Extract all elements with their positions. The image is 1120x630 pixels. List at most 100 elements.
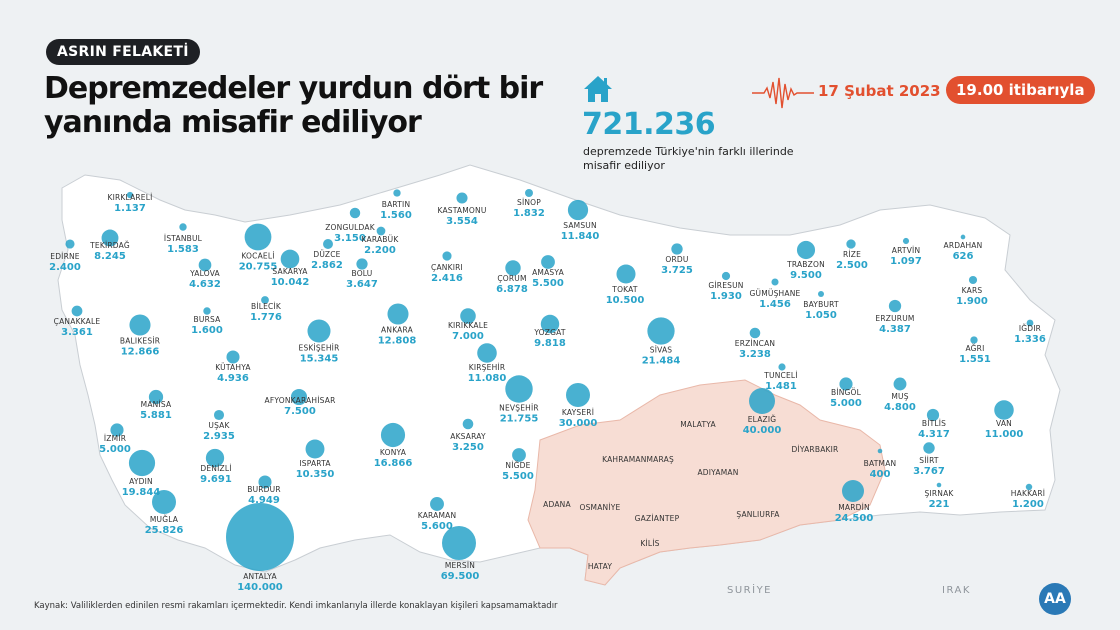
city-name-label: EDİRNE (50, 252, 80, 261)
city-name-label: KOCAELİ (241, 251, 274, 260)
city-value-label: 3.725 (661, 265, 693, 276)
city-value-label: 3.361 (61, 327, 93, 338)
city-name-label: AYDIN (129, 477, 153, 486)
affected-province-label: KİLİS (640, 539, 659, 548)
city-value-label: 140.000 (237, 582, 283, 593)
city-name-label: BOLU (351, 269, 372, 278)
city-value-label: 6.878 (496, 284, 528, 295)
city-value-label: 1.481 (765, 381, 797, 392)
city-dot (101, 229, 119, 247)
city-name-label: TUNCELİ (763, 371, 797, 380)
city-name-label: KÜTAHYA (215, 363, 251, 372)
source-note: Kaynak: Valiliklerden edinilen resmi rak… (34, 601, 558, 611)
city-dot (525, 189, 533, 197)
city-name-label: ANTALYA (243, 572, 277, 581)
headline: Depremzedeler yurdun dört bir yanında mi… (44, 71, 543, 140)
city-name-label: BURSA (194, 315, 222, 324)
city-value-label: 5.000 (99, 444, 131, 455)
city-name-label: BURDUR (247, 485, 281, 494)
city-value-label: 16.866 (374, 458, 413, 469)
city-dot (778, 363, 786, 371)
city-dot (1026, 319, 1034, 327)
city-name-label: ERZURUM (875, 314, 914, 323)
city-name-label: KIRKLARELİ (107, 193, 152, 202)
city-name-label: KASTAMONU (437, 206, 486, 215)
city-value-label: 3.238 (739, 349, 771, 360)
city-name-label: ELAZIĞ (748, 415, 777, 424)
city-dot (902, 237, 910, 245)
city-value-label: 2.862 (311, 260, 343, 271)
city-dot (442, 526, 476, 560)
house-icon (584, 76, 612, 102)
city-dot (817, 290, 825, 298)
city-dot (970, 336, 978, 344)
city-name-label: KARAMAN (418, 511, 457, 520)
city-value-label: 9.691 (200, 474, 232, 485)
aa-logo (1039, 583, 1071, 615)
city-name-label: ZONGULDAK (325, 223, 376, 232)
city-name-label: ÇANAKKALE (54, 317, 101, 326)
city-name-label: ŞIRNAK (924, 489, 954, 498)
city-dot (505, 260, 521, 276)
city-dot (877, 448, 883, 454)
city-dot (968, 275, 978, 285)
city-dot (387, 303, 409, 325)
city-value-label: 8.245 (94, 251, 126, 262)
city-dot (960, 234, 966, 240)
city-value-label: 19.844 (122, 487, 161, 498)
city-name-label: BİNGÖL (831, 388, 862, 397)
city-value-label: 5.500 (502, 471, 534, 482)
city-value-label: 5.500 (532, 278, 564, 289)
city-value-label: 9.818 (534, 338, 566, 349)
city-name-label: GİRESUN (708, 281, 743, 290)
city-name-label: İSTANBUL (164, 234, 203, 243)
city-name-label: TRABZON (786, 260, 825, 269)
city-value-label: 4.949 (248, 495, 280, 506)
city-value-label: 11.840 (561, 231, 600, 242)
city-name-label: KIRIKKALE (448, 321, 488, 330)
city-value-label: 1.200 (1012, 499, 1044, 510)
city-value-label: 2.400 (49, 262, 81, 273)
city-name-label: ARDAHAN (944, 241, 983, 250)
city-dot (923, 442, 935, 454)
affected-province-label: KAHRAMANMARAŞ (602, 455, 674, 464)
city-dot (477, 343, 497, 363)
report-time-badge: 19.00 itibarıyla (946, 76, 1095, 104)
city-value-label: 5.881 (140, 410, 172, 421)
city-name-label: AMASYA (532, 268, 564, 277)
city-value-label: 10.042 (271, 277, 310, 288)
city-name-label: BİTLİS (922, 419, 946, 428)
city-value-label: 69.500 (441, 571, 480, 582)
city-value-label: 1.097 (890, 256, 922, 267)
city-name-label: MUĞLA (150, 515, 179, 524)
city-value-label: 10.500 (606, 295, 645, 306)
city-dot (380, 422, 406, 448)
affected-province-label: MALATYA (680, 420, 716, 429)
city-dot (356, 258, 368, 270)
city-name-label: TEKİRDAĞ (89, 241, 130, 250)
city-dot (721, 271, 731, 281)
city-dot (203, 307, 211, 315)
city-name-label: NİĞDE (505, 461, 530, 470)
city-value-label: 25.826 (145, 525, 184, 536)
city-dot (65, 239, 75, 249)
city-value-label: 400 (870, 469, 891, 480)
city-dot (430, 497, 444, 511)
city-value-label: 30.000 (559, 418, 598, 429)
city-name-label: SAMSUN (563, 221, 597, 230)
city-name-label: AĞRI (965, 344, 984, 353)
city-dot (148, 389, 164, 405)
city-dot (305, 439, 325, 459)
city-name-label: NEVŞEHİR (499, 404, 539, 413)
city-value-label: 1.776 (250, 312, 282, 323)
city-name-label: ÇORUM (497, 274, 526, 283)
country-label-syria: SURİYE (727, 583, 772, 596)
city-dot (1025, 483, 1033, 491)
city-name-label: KONYA (380, 448, 407, 457)
city-name-label: ÇANKIRI (431, 263, 463, 272)
aa-logo-text: AA (1044, 591, 1066, 607)
city-value-label: 1.050 (805, 310, 837, 321)
city-name-label: MERSİN (445, 561, 475, 570)
city-value-label: 7.500 (284, 406, 316, 417)
